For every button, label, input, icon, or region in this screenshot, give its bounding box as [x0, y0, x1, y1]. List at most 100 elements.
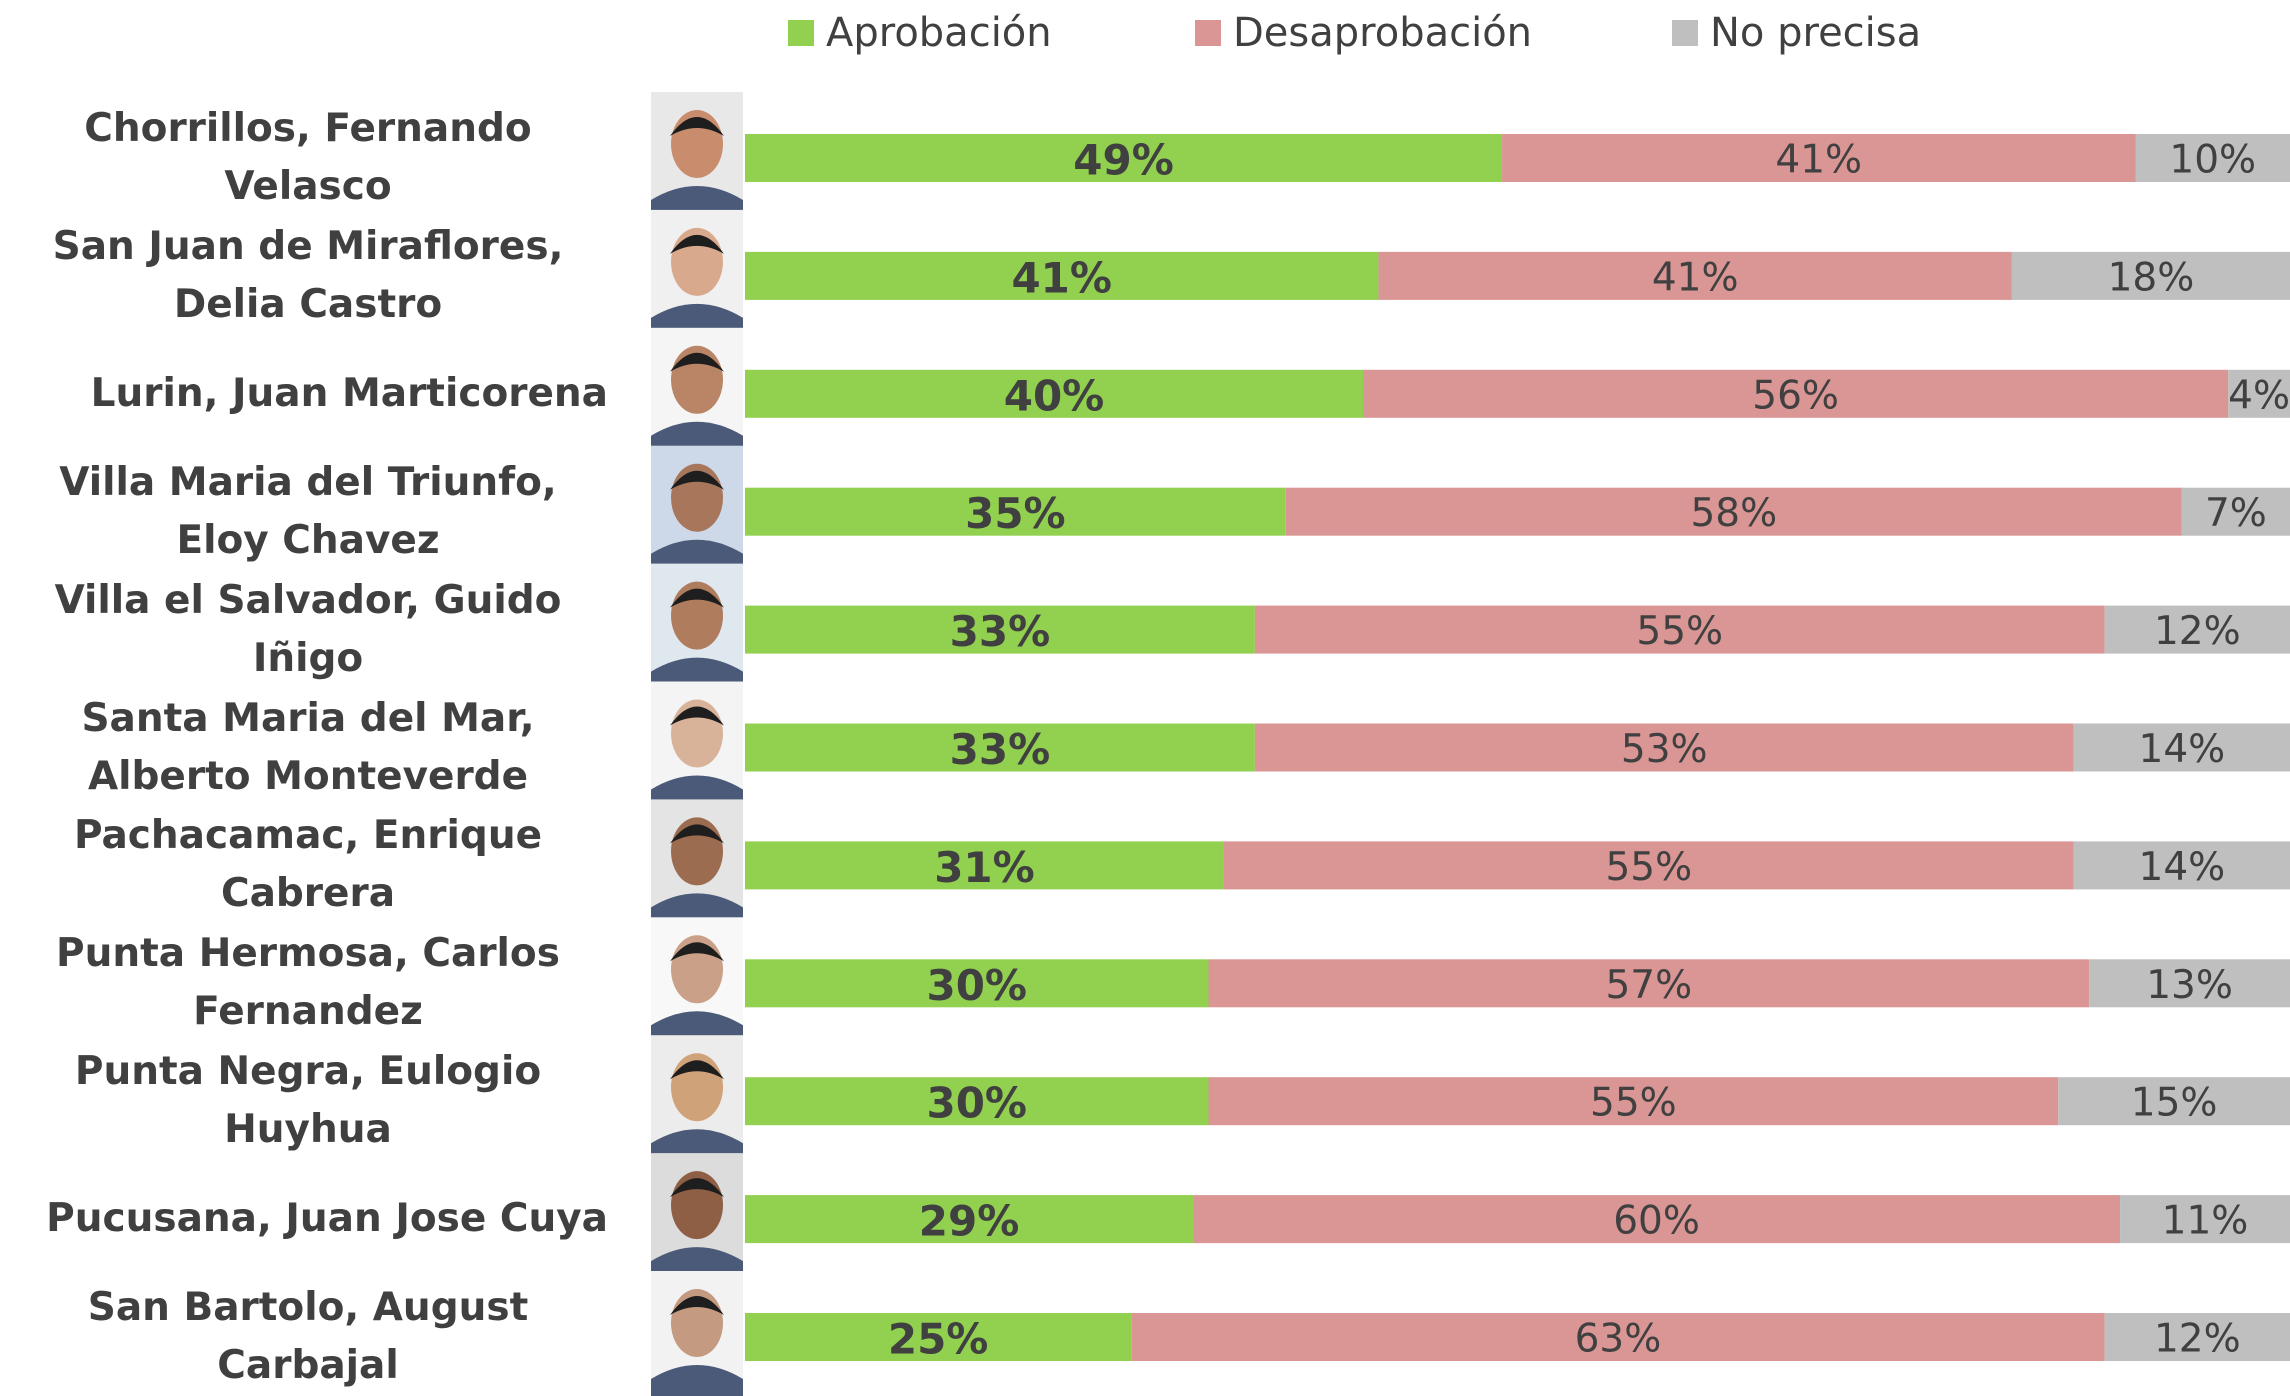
value-label: 55% [1605, 845, 1692, 890]
value-label: 12% [2154, 1317, 2241, 1362]
value-label: 12% [2154, 609, 2241, 654]
value-label: 35% [965, 489, 1066, 538]
category-label-box: Punta Negra, Eulogio Huyhua [8, 1043, 608, 1159]
value-label: 63% [1575, 1317, 1662, 1362]
value-label: 30% [926, 961, 1027, 1010]
value-label: 55% [1590, 1081, 1677, 1126]
value-label: 60% [1613, 1199, 1700, 1244]
value-label: 57% [1605, 963, 1692, 1008]
photo-hair [670, 1296, 724, 1315]
bar-segment [745, 134, 1503, 182]
bar-segment [1208, 1077, 2059, 1126]
value-label: 29% [919, 1197, 1020, 1246]
value-label: 4% [2228, 373, 2290, 418]
value-label: 7% [2205, 491, 2267, 536]
value-label: 33% [950, 607, 1051, 656]
value-label: 30% [926, 1079, 1027, 1128]
value-label: 53% [1621, 727, 1708, 772]
bar-segment [1363, 369, 2229, 418]
category-label: Lurin, Juan Marticorena [90, 370, 608, 416]
category-label: San Bartolo, August Carbajal [87, 1285, 529, 1388]
category-label: Villa el Salvador, Guido Iñigo [54, 577, 562, 681]
bar-segment [745, 1195, 1194, 1244]
bar-segment [2011, 251, 2290, 300]
bar-segment [745, 1313, 1132, 1361]
value-label: 55% [1636, 609, 1723, 654]
bar-segment [1254, 605, 2105, 654]
bar-segment [2104, 1313, 2290, 1361]
value-label: 58% [1690, 491, 1777, 536]
bar-segment [2228, 369, 2290, 418]
photo-hair [670, 470, 724, 490]
value-label: 10% [2169, 138, 2256, 183]
category-label: Santa Maria del Mar, Alberto Monteverde [81, 695, 535, 799]
value-label: 33% [950, 725, 1051, 774]
bar-segment [2120, 1195, 2290, 1244]
photo-hair [670, 234, 724, 254]
value-label: 41% [1652, 255, 1739, 300]
legend-label: No precisa [1710, 10, 1921, 56]
category-label: Villa Maria del Triunfo, Eloy Chavez [59, 459, 557, 563]
value-label: 15% [2131, 1081, 2218, 1126]
bar-segment [745, 369, 1363, 418]
legend-swatch [1672, 20, 1698, 46]
category-label-box: Pucusana, Juan Jose Cuya [8, 1190, 608, 1248]
bar-segment [745, 723, 1255, 772]
category-label: Punta Hermosa, Carlos Fernandez [56, 931, 560, 1035]
bar-segment [745, 959, 1209, 1008]
photo-body [651, 1365, 743, 1396]
category-label-box: Chorrillos, Fernando Velasco [8, 100, 608, 216]
category-label-box: Santa Maria del Mar, Alberto Monteverde [8, 690, 608, 806]
value-label: 40% [1004, 371, 1105, 420]
bar-segment [745, 487, 1286, 536]
category-label-box: Pachacamac, Enrique Cabrera [8, 807, 608, 923]
photo-hair [670, 1178, 724, 1198]
photo-hair [670, 942, 724, 962]
legend-label: Aprobación [826, 10, 1052, 56]
photo-hair [670, 588, 724, 608]
value-label: 14% [2139, 727, 2226, 772]
bar-segment [745, 841, 1224, 890]
bar-segment [2089, 959, 2290, 1008]
bar-segment [1254, 723, 2074, 772]
legend-label: Desaprobación [1233, 10, 1532, 56]
bar-segment [745, 251, 1379, 300]
bar-segment [2073, 723, 2290, 772]
value-label: 41% [1011, 253, 1112, 302]
value-label: 31% [934, 843, 1035, 892]
category-label-box: Lurin, Juan Marticorena [8, 365, 608, 423]
bar-segment [2104, 605, 2290, 654]
category-label: Punta Negra, Eulogio Huyhua [74, 1049, 542, 1153]
value-label: 56% [1752, 373, 1839, 418]
category-label-box: San Juan de Miraflores, Delia Castro [8, 218, 608, 334]
category-label-box: Villa Maria del Triunfo, Eloy Chavez [8, 454, 608, 570]
value-label: 11% [2162, 1199, 2249, 1244]
bar-segment [1208, 959, 2090, 1008]
bar-segment [1193, 1195, 2121, 1244]
bar-segment [2135, 134, 2290, 182]
category-label-box: San Bartolo, August Carbajal [8, 1279, 608, 1395]
legend-swatch [788, 20, 814, 46]
photo-hair [670, 352, 724, 372]
photo-hair [670, 117, 724, 136]
bar-segment [1378, 251, 2012, 300]
value-label: 41% [1775, 138, 1862, 183]
bar-segment [745, 605, 1255, 654]
category-label: Pucusana, Juan Jose Cuya [46, 1196, 608, 1242]
category-label: Pachacamac, Enrique Cabrera [73, 813, 543, 917]
value-label: 25% [888, 1315, 989, 1364]
photo-hair [670, 824, 724, 844]
value-label: 14% [2139, 845, 2226, 890]
value-label: 13% [2146, 963, 2233, 1008]
bar-segment [2058, 1077, 2290, 1126]
bar-segment [2181, 487, 2290, 536]
category-label: Chorrillos, Fernando Velasco [84, 106, 532, 209]
bar-segment [2073, 841, 2290, 890]
category-label-box: Villa el Salvador, Guido Iñigo [8, 572, 608, 688]
photo-hair [670, 706, 724, 726]
bar-segment [1223, 841, 2074, 890]
bar-segment [745, 1077, 1209, 1126]
value-label: 18% [2108, 255, 2195, 300]
